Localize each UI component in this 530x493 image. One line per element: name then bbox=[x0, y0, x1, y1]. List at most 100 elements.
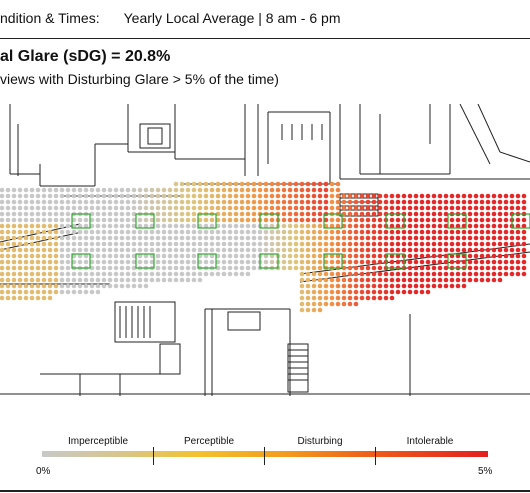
glare-point bbox=[365, 283, 371, 289]
glare-point bbox=[503, 229, 509, 235]
glare-point bbox=[245, 193, 251, 199]
glare-point bbox=[125, 235, 131, 241]
glare-point bbox=[107, 205, 113, 211]
glare-point bbox=[443, 283, 449, 289]
glare-point bbox=[179, 205, 185, 211]
glare-point bbox=[335, 223, 341, 229]
glare-point bbox=[371, 253, 377, 259]
glare-point bbox=[491, 271, 497, 277]
glare-point bbox=[191, 235, 197, 241]
glare-point bbox=[83, 241, 89, 247]
glare-point bbox=[71, 205, 77, 211]
glare-point bbox=[35, 235, 41, 241]
glare-point bbox=[35, 289, 41, 295]
glare-point bbox=[149, 187, 155, 193]
glare-point bbox=[215, 181, 221, 187]
glare-point bbox=[11, 187, 17, 193]
glare-point bbox=[185, 259, 191, 265]
glare-point bbox=[83, 223, 89, 229]
glare-point bbox=[473, 211, 479, 217]
glare-point bbox=[89, 283, 95, 289]
glare-point bbox=[119, 223, 125, 229]
glare-point bbox=[323, 253, 329, 259]
glare-point bbox=[353, 253, 359, 259]
glare-point bbox=[17, 217, 23, 223]
glare-point bbox=[125, 283, 131, 289]
glare-point bbox=[77, 277, 83, 283]
glare-point bbox=[0, 283, 5, 289]
glare-point bbox=[425, 253, 431, 259]
glare-point bbox=[149, 271, 155, 277]
glare-point bbox=[413, 259, 419, 265]
glare-point bbox=[425, 235, 431, 241]
glare-point bbox=[173, 235, 179, 241]
glare-point bbox=[431, 271, 437, 277]
glare-point bbox=[377, 289, 383, 295]
glare-point bbox=[353, 229, 359, 235]
glare-point bbox=[173, 217, 179, 223]
glare-point bbox=[371, 277, 377, 283]
footer-rule bbox=[0, 490, 530, 492]
glare-point bbox=[65, 241, 71, 247]
glare-point bbox=[437, 193, 443, 199]
glare-point bbox=[221, 235, 227, 241]
glare-point bbox=[263, 259, 269, 265]
glare-point bbox=[281, 211, 287, 217]
glare-point bbox=[53, 229, 59, 235]
glare-point bbox=[119, 235, 125, 241]
glare-point bbox=[101, 205, 107, 211]
glare-point bbox=[23, 241, 29, 247]
glare-point bbox=[407, 289, 413, 295]
glare-point bbox=[467, 271, 473, 277]
glare-point bbox=[221, 265, 227, 271]
glare-point bbox=[0, 199, 5, 205]
glare-point bbox=[17, 295, 23, 301]
glare-point bbox=[371, 211, 377, 217]
glare-point bbox=[239, 193, 245, 199]
glare-point bbox=[497, 259, 503, 265]
glare-point bbox=[359, 283, 365, 289]
glare-point bbox=[257, 205, 263, 211]
glare-point bbox=[239, 181, 245, 187]
glare-point bbox=[443, 265, 449, 271]
glare-point bbox=[383, 205, 389, 211]
glare-point bbox=[341, 193, 347, 199]
glare-point bbox=[143, 205, 149, 211]
glare-point bbox=[275, 235, 281, 241]
glare-point bbox=[281, 253, 287, 259]
glare-point bbox=[269, 253, 275, 259]
glare-point bbox=[299, 283, 305, 289]
glare-point bbox=[341, 301, 347, 307]
glare-point bbox=[173, 247, 179, 253]
glare-point bbox=[257, 241, 263, 247]
glare-point bbox=[77, 217, 83, 223]
glare-point bbox=[89, 289, 95, 295]
glare-point bbox=[11, 217, 17, 223]
glare-point bbox=[17, 193, 23, 199]
glare-point bbox=[413, 211, 419, 217]
glare-point bbox=[521, 253, 527, 259]
glare-point bbox=[77, 187, 83, 193]
glare-point bbox=[395, 223, 401, 229]
glare-point bbox=[161, 187, 167, 193]
glare-point bbox=[167, 247, 173, 253]
glare-point bbox=[239, 271, 245, 277]
glare-point bbox=[407, 271, 413, 277]
glare-point bbox=[83, 259, 89, 265]
glare-point bbox=[95, 235, 101, 241]
glare-point bbox=[233, 253, 239, 259]
glare-point bbox=[23, 289, 29, 295]
glare-point bbox=[113, 235, 119, 241]
glare-point bbox=[179, 271, 185, 277]
glare-point bbox=[365, 277, 371, 283]
glare-point bbox=[89, 271, 95, 277]
glare-point bbox=[389, 247, 395, 253]
glare-point bbox=[365, 217, 371, 223]
glare-point bbox=[41, 205, 47, 211]
glare-point bbox=[431, 259, 437, 265]
legend-min-label: 0% bbox=[36, 466, 51, 477]
glare-point bbox=[305, 241, 311, 247]
glare-point bbox=[287, 253, 293, 259]
glare-point bbox=[227, 247, 233, 253]
glare-point bbox=[491, 217, 497, 223]
